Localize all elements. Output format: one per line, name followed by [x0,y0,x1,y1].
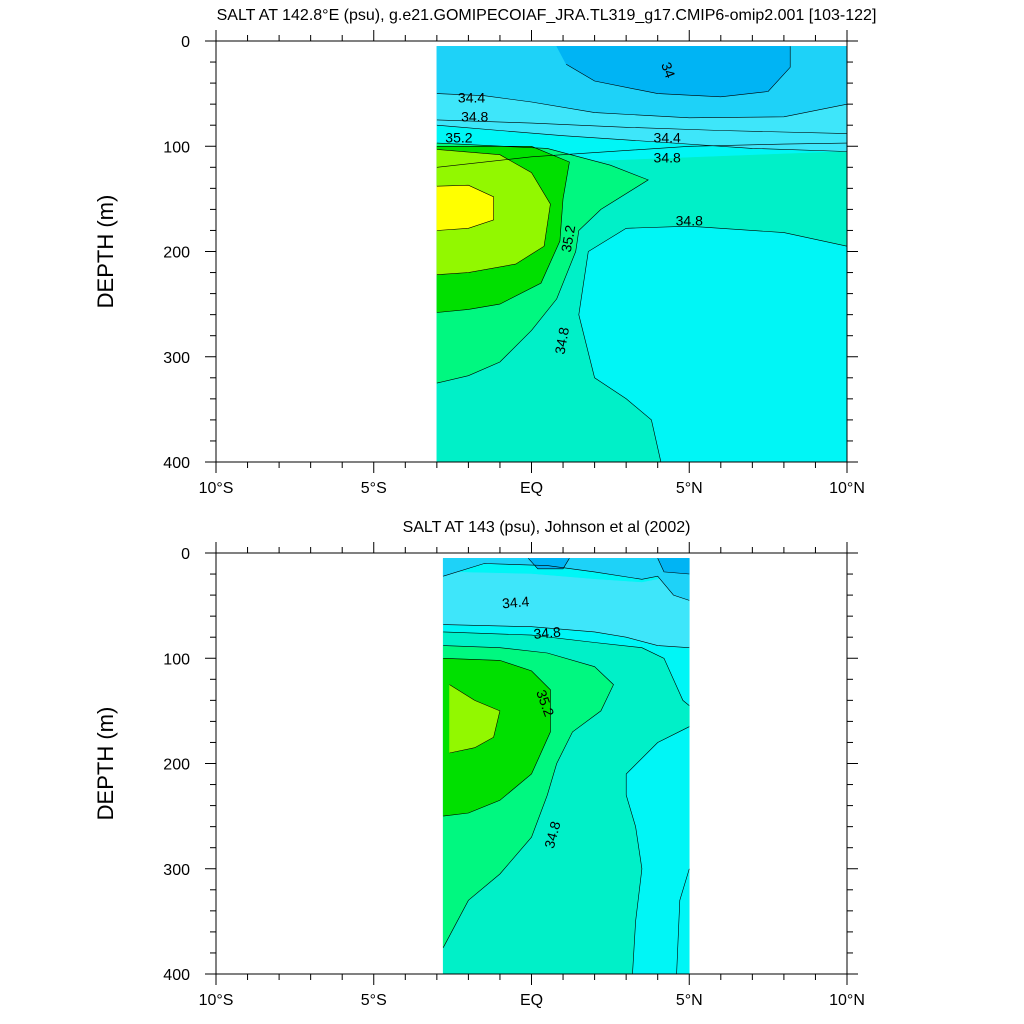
contour-line-2 [443,631,690,706]
chart-panel-2: 34.434.835.234.810°S 5°S EQ 5°N 10°N01002003… [93,519,865,1009]
contour-fills [436,46,848,463]
contour-line-1 [443,624,690,648]
contour-line-9 [676,868,690,975]
contour-line-8 [578,225,848,463]
contour-line-2 [436,124,848,152]
y-tick-label: 0 [181,546,190,563]
y-tick-label: 0 [181,34,190,51]
y-axis-label: DEPTH (m) [93,707,118,821]
contour-fills [442,558,690,975]
contour-line-3 [436,142,848,168]
contour-line-0 [436,93,848,119]
contour-line-0 [443,563,690,601]
contour-label: 35.2 [558,224,579,254]
x-tick-label: 10°S [199,480,234,497]
contour-label: 34.8 [552,326,573,356]
x-tick-label: 5°N [676,992,703,1009]
contour-line-1 [566,46,791,98]
chart-title: SALT AT 142.8°E (psu), g.e21.GOMIPECOIAF… [217,7,877,24]
y-tick-label: 400 [163,455,190,472]
contour-label: 34.4 [458,90,485,106]
x-tick-label: 5°S [361,992,387,1009]
contour-line-3 [442,645,614,948]
x-tick-label: 10°S [199,992,234,1009]
axis-ticks [205,542,858,985]
contour-label: 34.4 [654,130,681,146]
x-tick-labels: 10°S 5°S EQ 5°N 10°N [199,480,865,497]
y-axis-label: DEPTH (m) [93,195,118,309]
y-tick-labels: 0 100 200 300 400 [163,546,190,984]
contour-label: 34.4 [501,593,530,611]
x-tick-label: EQ [520,992,543,1009]
contour-label: 34.8 [654,150,681,166]
contour-lines [442,558,690,975]
contour-label: 34 [658,60,678,80]
y-tick-label: 100 [163,139,190,156]
y-tick-label: 200 [163,245,190,262]
x-tick-label: 5°N [676,480,703,497]
x-tick-label: 5°S [361,480,387,497]
y-tick-label: 200 [163,757,190,774]
contour-label: 34.8 [676,213,703,229]
contour-line-8 [657,558,690,575]
chart-panel-1: 34 34.4 34.8 35.2 34.4 34.8 34.8 35.2 34.8 10°S 5°… [93,7,876,497]
x-tick-label: 10°N [829,992,865,1009]
contour-line-6 [625,726,690,975]
y-tick-label: 300 [163,862,190,879]
contour-labels: 34 34.4 34.8 35.2 34.4 34.8 34.8 35.2 34.8 [445,60,703,356]
y-tick-label: 400 [163,967,190,984]
contour-label: 35.2 [445,130,472,146]
contour-line-5 [449,684,501,754]
contour-line-9 [436,119,848,134]
contour-line-4 [443,658,551,817]
chart-title: SALT AT 143 (psu), Johnson et al (2002) [403,519,691,536]
y-tick-labels: 0 100 200 300 400 [163,34,190,472]
y-tick-label: 100 [163,651,190,668]
contour-line-7 [436,184,494,231]
contour-lines [436,46,848,463]
x-tick-labels: 10°S 5°S EQ 5°N 10°N [199,992,865,1009]
contour-line-6 [436,149,551,275]
contour-line-5 [436,146,570,313]
contour-label: 34.8 [541,819,564,850]
contour-line-4 [436,142,649,384]
contour-label: 34.8 [461,109,488,125]
x-tick-label: EQ [520,480,543,497]
y-tick-label: 300 [163,350,190,367]
x-tick-label: 10°N [829,480,865,497]
contour-line-7 [528,558,570,570]
contour-label: 34.8 [533,624,562,642]
axis-ticks [205,30,858,473]
